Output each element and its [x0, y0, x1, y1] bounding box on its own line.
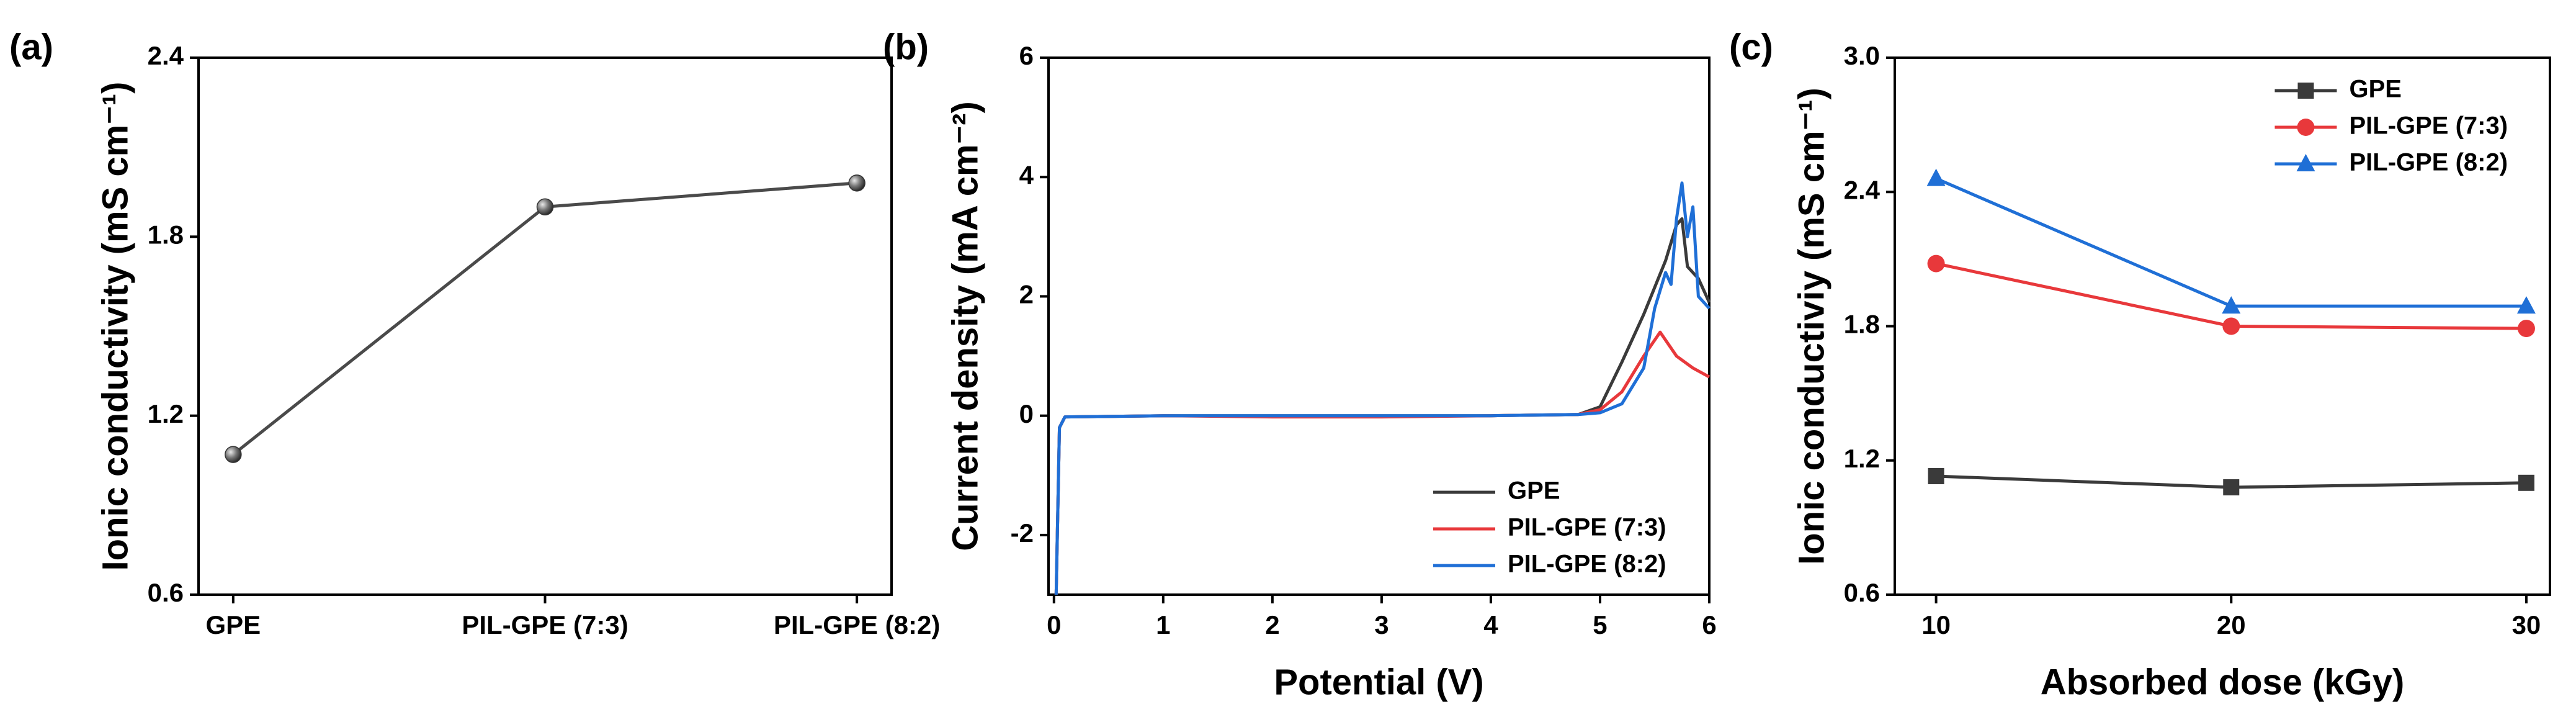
marker — [225, 446, 242, 463]
y-tick-label: 0.6 — [1844, 578, 1880, 607]
marker — [536, 198, 554, 216]
panel-label: (a) — [9, 27, 53, 67]
x-tick-label: 5 — [1593, 610, 1607, 639]
y-tick-label: 1.2 — [1844, 444, 1880, 473]
x-tick-label: 10 — [1921, 610, 1951, 639]
line — [1054, 181, 1711, 595]
y-tick-label: 1.2 — [148, 399, 184, 428]
marker — [2516, 296, 2536, 314]
marker — [848, 174, 865, 192]
x-tick-label: 1 — [1156, 610, 1170, 639]
marker — [2517, 320, 2535, 338]
line — [1935, 177, 2526, 308]
y-axis-label: Ionic conductivity (mS cm⁻¹) — [95, 82, 135, 571]
marker — [2518, 474, 2534, 491]
x-tick-label: GPE — [205, 610, 261, 639]
marker — [1926, 168, 1946, 186]
marker — [1927, 255, 1945, 273]
y-tick-label: 1.8 — [1844, 310, 1880, 339]
panel-label: (b) — [883, 27, 929, 67]
y-tick-label: 2.4 — [148, 41, 184, 70]
y-tick-label: 6 — [1019, 41, 1034, 70]
x-tick-label: 30 — [2512, 610, 2541, 639]
y-tick-label: 2.4 — [1844, 175, 1881, 204]
plot-frame — [197, 56, 893, 596]
y-tick-label: 0.6 — [148, 578, 184, 607]
legend-label: PIL-GPE (8:2) — [1508, 551, 1666, 578]
y-tick-label: -2 — [1011, 518, 1034, 548]
y-tick-label: 2 — [1019, 280, 1034, 309]
x-tick-label: 4 — [1483, 610, 1498, 639]
x-tick-label: 20 — [2217, 610, 2246, 639]
y-tick-label: 0 — [1019, 399, 1034, 428]
plot-frame — [1047, 56, 1711, 596]
marker — [2222, 296, 2241, 314]
legend-marker — [2296, 154, 2315, 171]
x-tick-label: PIL-GPE (7:3) — [462, 610, 628, 639]
x-tick-label: PIL-GPE (8:2) — [774, 610, 940, 639]
legend-marker — [2297, 83, 2314, 99]
x-tick-label: 3 — [1374, 610, 1389, 639]
y-tick-label: 1.8 — [148, 220, 184, 249]
marker — [2223, 479, 2240, 495]
x-tick-label: 2 — [1265, 610, 1279, 639]
marker — [2222, 317, 2240, 335]
x-axis-label: Potential (V) — [1274, 662, 1483, 702]
x-tick-label: 6 — [1702, 610, 1716, 639]
y-axis-label: Current density (mA cm⁻²) — [945, 101, 985, 551]
line — [232, 181, 857, 456]
legend-marker — [2297, 119, 2315, 136]
legend-label: PIL-GPE (8:2) — [2349, 149, 2508, 176]
x-axis-label: Absorbed dose (kGy) — [2041, 662, 2405, 702]
legend-label: GPE — [1508, 477, 1560, 505]
y-tick-label: 4 — [1019, 160, 1034, 189]
panel-label: (c) — [1729, 27, 1773, 67]
y-tick-label: 3.0 — [1844, 41, 1880, 70]
y-axis-label: Ionic conductiviy (mS cm⁻¹) — [1791, 88, 1831, 565]
legend-label: GPE — [2349, 76, 2401, 103]
x-tick-label: 0 — [1047, 610, 1061, 639]
legend-label: PIL-GPE (7:3) — [1508, 514, 1666, 541]
marker — [1928, 467, 1944, 484]
legend-label: PIL-GPE (7:3) — [2349, 112, 2508, 140]
